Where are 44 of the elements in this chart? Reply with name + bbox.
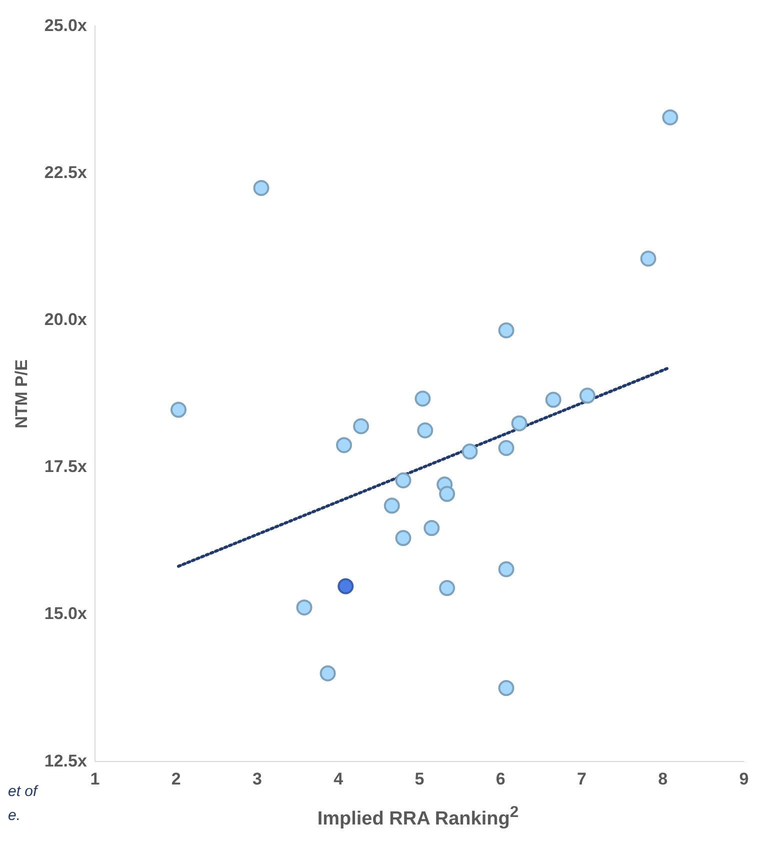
point bbox=[336, 437, 352, 454]
point bbox=[462, 444, 478, 460]
x-axis-title: Implied RRA Ranking$^{2}$ bbox=[316, 804, 520, 830]
x-tick-label: 1 bbox=[90, 769, 100, 788]
point bbox=[353, 418, 370, 434]
point bbox=[498, 561, 514, 578]
y-tick-label: 15.0x bbox=[44, 604, 88, 624]
point bbox=[498, 680, 514, 696]
point bbox=[640, 250, 656, 267]
point bbox=[338, 578, 354, 594]
x-tick-label: 4 bbox=[334, 769, 344, 788]
point bbox=[417, 422, 434, 438]
text: et of bbox=[8, 782, 38, 802]
y-tick-label: 22.5x bbox=[44, 162, 88, 182]
y-tick-label: 25.0x bbox=[44, 16, 88, 35]
x-tick-label: 2 bbox=[171, 769, 181, 788]
x-tick-label: 3 bbox=[252, 769, 262, 788]
point bbox=[395, 530, 412, 546]
text: e. bbox=[8, 806, 22, 826]
y-tick-label: 20.0x bbox=[44, 310, 88, 330]
x-tick-label: 9 bbox=[739, 769, 749, 788]
y-axis-title: NTM P/E bbox=[12, 359, 31, 428]
point bbox=[296, 599, 312, 616]
point bbox=[395, 472, 412, 488]
point bbox=[579, 388, 596, 404]
point bbox=[253, 180, 270, 196]
point bbox=[320, 665, 336, 682]
point bbox=[170, 402, 187, 418]
x-tick-label: 8 bbox=[658, 769, 668, 788]
point bbox=[545, 392, 562, 408]
y-tick-label: 17.5x bbox=[44, 457, 88, 476]
x-tick-label: 7 bbox=[577, 769, 586, 788]
point bbox=[439, 486, 456, 502]
point bbox=[414, 390, 431, 407]
point bbox=[498, 440, 514, 456]
x-tick-label: 6 bbox=[496, 769, 506, 788]
point bbox=[424, 520, 440, 536]
x-tick-label: 5 bbox=[414, 769, 424, 788]
point bbox=[498, 322, 514, 338]
point bbox=[662, 109, 678, 126]
point bbox=[511, 415, 528, 432]
point bbox=[384, 498, 400, 514]
point bbox=[439, 580, 456, 596]
y-tick-label: 12.5x bbox=[44, 751, 88, 770]
